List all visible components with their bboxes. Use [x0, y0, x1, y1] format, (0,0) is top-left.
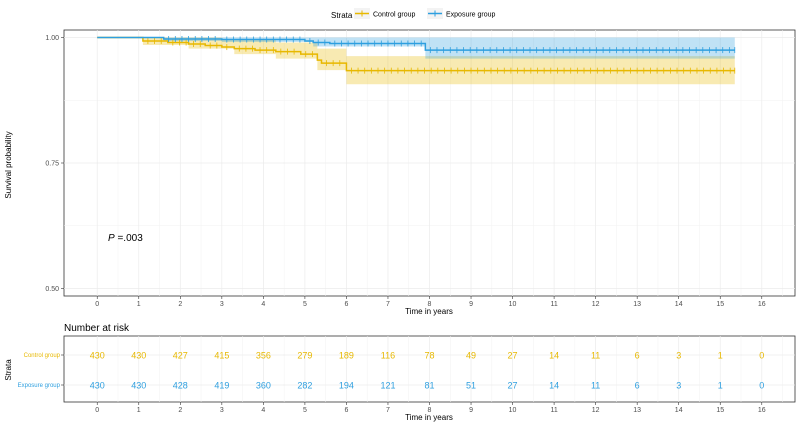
y-tick-label: 0.75: [45, 161, 59, 168]
x-tick-label: 9: [469, 301, 473, 308]
legend-key-control: [354, 8, 370, 19]
x-axis-title: Time in years: [405, 307, 453, 316]
risk-y-axis-title: Strata: [4, 359, 13, 381]
risk-count-control: 430: [131, 351, 146, 361]
survival-line-control: [97, 36, 735, 72]
censor-marks-exposure: [168, 36, 736, 54]
legend-label-exposure: Exposure group: [446, 12, 496, 19]
risk-x-tick-label: 9: [469, 407, 473, 414]
risk-count-exposure: 3: [676, 381, 681, 391]
x-tick-label: 8: [428, 301, 432, 308]
censor-marks-control: [147, 38, 736, 74]
legend-title: Strata: [331, 11, 353, 20]
ci-band-exposure: [97, 37, 735, 59]
risk-count-exposure: 419: [214, 381, 229, 391]
risk-x-tick-label: 7: [386, 407, 390, 414]
x-tick-label: 15: [716, 301, 724, 308]
risk-count-control: 78: [424, 351, 434, 361]
survival-plot-panel: 0 1 2 3 4 5 6 7 8 9 10 11 12 13 14 15 160.500.751.00: [45, 29, 796, 308]
y-tick-label: 1.00: [45, 35, 59, 42]
risk-x-tick-label: 16: [758, 407, 766, 414]
risk-count-exposure: 0: [759, 381, 764, 391]
risk-count-control: 415: [214, 351, 229, 361]
risk-x-tick-label: 11: [550, 407, 557, 414]
risk-count-control: 116: [381, 351, 395, 361]
x-tick-label: 14: [675, 301, 683, 308]
p-value-text: =.003: [115, 233, 144, 244]
risk-x-tick-label: 2: [178, 407, 182, 414]
risk-count-exposure: 121: [380, 381, 395, 391]
risk-count-exposure: 81: [424, 381, 434, 391]
risk-count-control: 6: [635, 351, 640, 361]
risk-count-exposure: 14: [549, 381, 559, 391]
risk-x-tick-label: 3: [220, 407, 224, 414]
risk-count-exposure: 428: [173, 381, 188, 391]
risk-count-exposure: 430: [90, 381, 105, 391]
risk-count-control: 14: [549, 351, 559, 361]
risk-count-control: 1: [718, 351, 723, 361]
x-tick-label: 7: [386, 301, 390, 308]
risk-x-tick-label: 10: [509, 407, 517, 414]
legend-key-exposure: [427, 8, 443, 19]
risk-x-axis-title: Time in years: [405, 413, 453, 422]
risk-count-control: 3: [676, 351, 681, 361]
x-tick-label: 13: [633, 301, 641, 308]
risk-count-exposure: 282: [297, 381, 312, 391]
risk-x-tick-label: 0: [95, 407, 99, 414]
risk-strata-label-exposure: Exposure group: [18, 383, 61, 389]
x-tick-label: 5: [303, 301, 307, 308]
risk-count-control: 427: [173, 351, 188, 361]
survival-line-exposure: [97, 36, 735, 51]
risk-count-control: 430: [90, 351, 105, 361]
risk-count-exposure: 11: [591, 381, 600, 391]
risk-count-exposure: 1: [718, 381, 723, 391]
x-tick-label: 16: [758, 301, 766, 308]
risk-count-exposure: 6: [635, 381, 640, 391]
risk-x-tick-label: 15: [716, 407, 724, 414]
risk-count-exposure: 360: [256, 381, 271, 391]
x-tick-label: 2: [178, 301, 182, 308]
risk-count-control: 0: [759, 351, 764, 361]
risk-x-tick-label: 6: [344, 407, 348, 414]
y-tick-label: 0.50: [45, 286, 59, 293]
x-tick-label: 0: [95, 301, 99, 308]
x-tick-label: 10: [509, 301, 517, 308]
risk-x-tick-label: 14: [675, 407, 683, 414]
risk-count-exposure: 27: [508, 381, 518, 391]
risk-count-control: 49: [466, 351, 476, 361]
x-tick-label: 3: [220, 301, 224, 308]
risk-count-control: 189: [339, 351, 354, 361]
risk-count-exposure: 51: [466, 381, 476, 391]
risk-strata-label-control: Control group: [24, 353, 61, 359]
p-value-annotation: P =.003: [108, 233, 143, 244]
y-axis-title: Survival probability: [4, 131, 13, 198]
risk-table-title: Number at risk: [64, 323, 130, 334]
x-tick-label: 11: [550, 301, 557, 308]
risk-table-panel: Control group 430 430 427 415 356 279 189 116 78 4…: [18, 335, 796, 414]
risk-count-control: 27: [508, 351, 518, 361]
risk-x-tick-label: 5: [303, 407, 307, 414]
x-tick-label: 4: [261, 301, 265, 308]
legend-label-control: Control group: [373, 12, 416, 19]
risk-count-control: 279: [297, 351, 312, 361]
x-tick-label: 6: [344, 301, 348, 308]
risk-x-tick-label: 8: [428, 407, 432, 414]
risk-x-tick-label: 1: [137, 407, 141, 414]
p-value-label: P: [108, 233, 115, 244]
risk-x-tick-label: 12: [592, 407, 600, 414]
x-tick-label: 12: [592, 301, 600, 308]
legend: Strata Control group Exposure group: [331, 8, 496, 20]
risk-count-control: 356: [256, 351, 271, 361]
risk-x-tick-label: 13: [633, 407, 641, 414]
x-tick-label: 1: [137, 301, 141, 308]
risk-count-exposure: 430: [131, 381, 146, 391]
risk-count-control: 11: [591, 351, 600, 361]
risk-count-exposure: 194: [339, 381, 354, 391]
ci-band-control: [97, 37, 735, 85]
risk-x-tick-label: 4: [261, 407, 265, 414]
